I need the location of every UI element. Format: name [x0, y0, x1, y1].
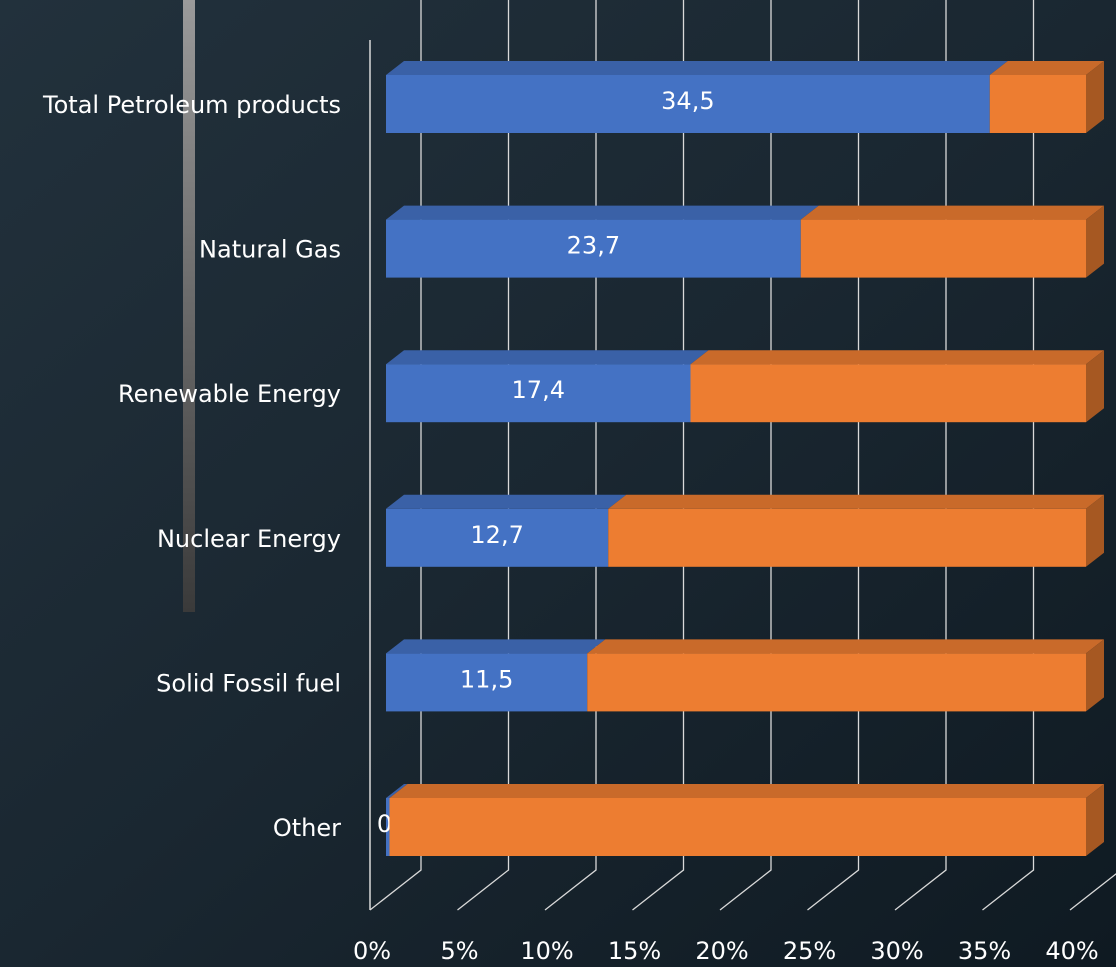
bar-side: [1086, 205, 1104, 278]
bar-top: [587, 639, 1104, 654]
bar: [386, 75, 990, 133]
bar: [386, 219, 801, 278]
grid-line: [894, 0, 947, 911]
bar-top: [690, 350, 1104, 365]
bar-top: [386, 784, 408, 798]
bar: [587, 653, 1086, 712]
data-label: 34,5: [661, 87, 714, 115]
bar: [989, 75, 1086, 133]
bar-top: [386, 350, 709, 365]
category-label: Nuclear Energy: [157, 525, 341, 553]
category-label: Renewable Energy: [118, 380, 341, 408]
decor-bar: [183, 0, 195, 612]
grid-line: [632, 0, 685, 911]
x-tick-label: 40%: [1045, 937, 1098, 965]
grid-line: [719, 0, 772, 911]
bar-side: [1086, 350, 1104, 423]
grid-line: [457, 0, 510, 911]
bar: [386, 508, 609, 567]
bar-top: [389, 784, 1104, 798]
x-tick-label: 5%: [440, 937, 478, 965]
bar-side: [1086, 61, 1104, 133]
x-tick-label: 15%: [608, 937, 661, 965]
category-label: Natural Gas: [199, 236, 341, 264]
bar-side: [1086, 494, 1104, 567]
category-label: Total Petroleum products: [42, 91, 341, 119]
x-tick-label: 0%: [353, 937, 391, 965]
data-label: 17,4: [512, 376, 565, 404]
grid-line: [544, 0, 597, 911]
grid-line: [1069, 873, 1116, 911]
x-tick-label: 10%: [520, 937, 573, 965]
bar-top: [800, 205, 1104, 220]
bar-top: [989, 61, 1104, 75]
bar: [386, 653, 588, 712]
data-label: 11,5: [460, 665, 513, 693]
grid-line: [982, 0, 1035, 911]
bar-top: [386, 639, 606, 654]
bar: [690, 364, 1086, 423]
x-tick-label: 25%: [783, 937, 836, 965]
x-tick-label: 20%: [695, 937, 748, 965]
bar: [389, 798, 1086, 856]
bar-top: [608, 494, 1104, 509]
bar-top: [386, 205, 819, 220]
category-label: Other: [273, 814, 341, 842]
bar-top: [386, 494, 627, 509]
x-tick-label: 35%: [958, 937, 1011, 965]
bar: [386, 364, 691, 423]
bar: [386, 798, 390, 856]
data-label: 12,7: [470, 521, 523, 549]
x-tick-label: 30%: [870, 937, 923, 965]
grid-line: [807, 0, 860, 911]
category-label: Solid Fossil fuel: [156, 669, 341, 697]
bar: [608, 508, 1086, 567]
bar-top: [386, 61, 1008, 75]
bar-side: [1086, 784, 1104, 856]
bar: [800, 219, 1086, 278]
data-label: 23,7: [567, 232, 620, 260]
grid-line: [369, 0, 422, 911]
bar-side: [1086, 639, 1104, 712]
